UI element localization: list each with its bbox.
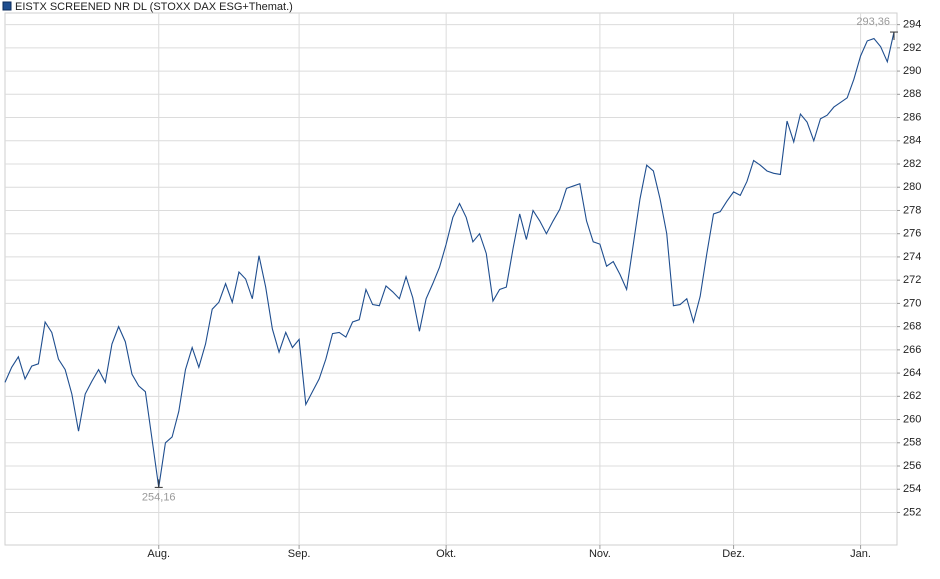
y-tick-label: 254 [903, 483, 921, 495]
y-tick-label: 272 [903, 274, 921, 286]
line [4, 31, 895, 488]
y-tick-label: 264 [903, 367, 921, 379]
y-tick-label: 252 [903, 506, 921, 518]
chart-title: EISTX SCREENED NR DL (STOXX DAX ESG+Them… [15, 1, 293, 13]
y-tick-label: 262 [903, 390, 921, 402]
x-tick-label: Aug. [147, 548, 170, 560]
x-tick-label: Jan. [850, 548, 871, 560]
y-tick-label: 282 [903, 158, 921, 170]
x-tick-label: Nov. [589, 548, 611, 560]
x-tick-label: Dez. [722, 548, 745, 560]
y-tick-label: 292 [903, 42, 921, 54]
value-label: 254,16 [142, 491, 176, 503]
y-tick-label: 256 [903, 460, 921, 472]
y-tick-label: 266 [903, 344, 921, 356]
y-tick-label: 274 [903, 251, 921, 263]
y-tick-label: 268 [903, 321, 921, 333]
y-tick-label: 284 [903, 135, 921, 147]
y-tick-label: 258 [903, 437, 921, 449]
plot-frame [4, 12, 898, 546]
y-tick-label: 260 [903, 413, 921, 425]
y-tick-label: 280 [903, 181, 921, 193]
y-tick-label: 276 [903, 228, 921, 240]
y-tick-label: 270 [903, 297, 921, 309]
x-tick-label: Okt. [436, 548, 456, 560]
legend-swatch [2, 1, 12, 11]
y-tick-label: 288 [903, 88, 921, 100]
y-tick-label: 278 [903, 204, 921, 216]
y-tick-label: 290 [903, 65, 921, 77]
value-label: 293,36 [856, 16, 890, 28]
y-tick-label: 294 [903, 19, 921, 31]
y-tick-label: 286 [903, 111, 921, 123]
x-tick-label: Sep. [288, 548, 311, 560]
